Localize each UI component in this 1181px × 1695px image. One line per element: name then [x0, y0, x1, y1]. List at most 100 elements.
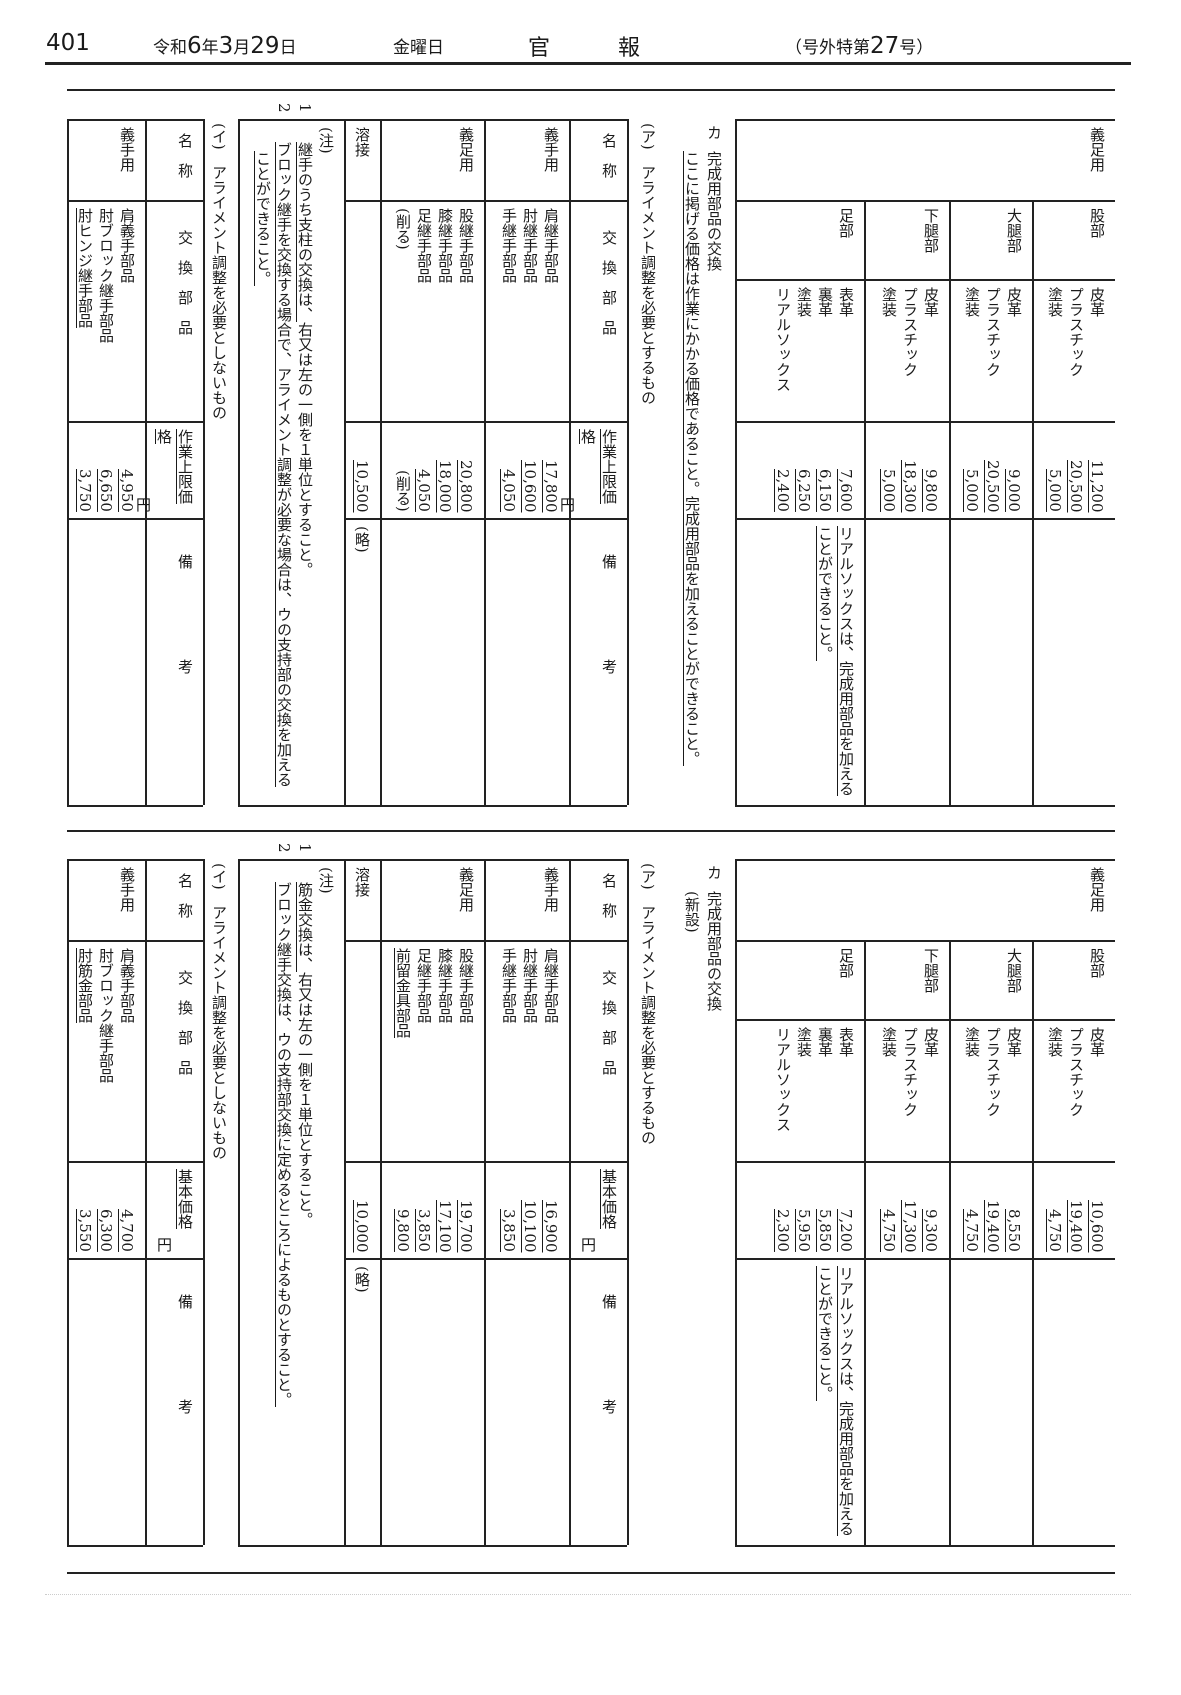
- section-subtext: (新設): [656, 891, 702, 1545]
- body-part: 大腿部: [1005, 208, 1023, 253]
- note-text: ブロック継手を交換する場合で、アライメント調整が必要な場合は、ウの支持部の交換を…: [254, 142, 293, 787]
- subsection-a-text: (ア) アライメント調整を必要とするもの: [639, 123, 657, 405]
- subsection-a-text: (ア) アライメント調整を必要とするもの: [639, 863, 657, 1145]
- header-parts-cell: 交 換 部 品: [569, 200, 627, 421]
- issue-number: （号外特第27号）: [785, 33, 933, 59]
- row-parts-cell: 肩義手部品 肘ブロック継手部品 肘ヒンジ継手部品: [67, 200, 145, 421]
- material: 塗装: [963, 1027, 981, 1057]
- price-cell: 9,000 20,500 5,000: [949, 421, 1032, 518]
- table-rule: [735, 421, 1115, 423]
- body-part-cell: 下腿部: [864, 940, 949, 1019]
- table-rule: [735, 279, 1115, 281]
- price: 10,100: [521, 1199, 539, 1253]
- table-rule: [238, 859, 627, 861]
- table-rule: [1032, 940, 1034, 1545]
- row-name-cell: 溶接: [344, 859, 380, 940]
- note-text: ブロック継手交換は、ウの支持部交換に定めるところによるものとすること。: [275, 882, 293, 1407]
- row-name: 義手用: [118, 867, 136, 912]
- material: 皮革: [1088, 1027, 1106, 1057]
- price: 17,300: [901, 1199, 919, 1253]
- material: 塗装: [963, 287, 981, 317]
- price-cell: 8,550 19,400 4,750: [949, 1161, 1032, 1258]
- exchange-part: 膝継手部品: [436, 948, 454, 1023]
- price-cell: 9,300 17,300 4,750: [864, 1161, 949, 1258]
- section-label-text: カ: [705, 125, 723, 140]
- subsection-b-heading: (イ) アライメント調整を必要としないもの: [205, 123, 229, 805]
- price: 19,400: [1067, 1199, 1085, 1253]
- section-title-text: 完成用部品の交換: [705, 891, 723, 1011]
- gazette-title-2: 報: [618, 36, 641, 61]
- row-name: 義足用: [457, 867, 475, 912]
- row-name-cell: 義手用: [484, 119, 569, 200]
- table-rule: [344, 200, 627, 202]
- price: 3,850: [415, 1209, 433, 1252]
- material: 裏革: [816, 287, 834, 317]
- row-parts-cell: [344, 940, 380, 1161]
- price: (削る): [394, 470, 412, 512]
- exchange-part: (削る): [394, 208, 412, 250]
- header-parts: 交 換 部 品: [600, 230, 618, 335]
- subsection-b-text: (イ) アライメント調整を必要としないもの: [210, 123, 228, 420]
- price: 9,000: [1005, 469, 1023, 512]
- table-rule: [67, 518, 203, 520]
- section-title: 完成用部品の交換: [700, 891, 724, 1545]
- table-rule: [238, 119, 627, 121]
- table-rule: [735, 1258, 1115, 1260]
- row-price-cell: 17,800 10,600 4,050: [484, 421, 569, 518]
- category-name-cell: 義足用: [1032, 859, 1115, 940]
- table-rule: [380, 119, 382, 805]
- table-rule: [145, 119, 147, 805]
- price: 4,050: [415, 469, 433, 512]
- row-name: 義手用: [118, 127, 136, 172]
- exchange-part: 肘継手部品: [521, 948, 539, 1023]
- material: 皮革: [1088, 287, 1106, 317]
- row-name: 義足用: [457, 127, 475, 172]
- price: 16,900: [542, 1199, 560, 1253]
- table-rule: [627, 859, 629, 1545]
- section-title-text: 完成用部品の交換: [705, 151, 723, 271]
- issue-prefix: （号外特第: [785, 38, 870, 58]
- header-price: 基本価格: [600, 1169, 618, 1229]
- note-text: 右又は左の一側を１単位とすること。: [296, 322, 314, 577]
- date-month-unit: 月: [233, 38, 251, 58]
- section-label: カ: [700, 865, 724, 889]
- row-name: 溶接: [353, 127, 371, 157]
- row-name: 義手用: [542, 867, 560, 912]
- date-era: 令和: [153, 38, 187, 58]
- price: 5,000: [880, 469, 898, 512]
- header-remarks-cell: 備 考: [145, 518, 203, 805]
- table-rule: [735, 119, 1115, 121]
- section-subtext-text: (新設): [683, 891, 701, 933]
- table-rule: [344, 1258, 627, 1260]
- notes-label: (注): [317, 127, 335, 154]
- exchange-part: 膝継手部品: [436, 208, 454, 283]
- table-rule: [484, 119, 486, 805]
- row-remark-cell: (略): [344, 518, 380, 805]
- header-parts-cell: 交 換 部 品: [145, 940, 203, 1161]
- header-name: 名 称: [176, 133, 194, 178]
- price: 3,850: [500, 1209, 518, 1252]
- table-rule: [145, 859, 147, 1545]
- price: 18,300: [901, 459, 919, 513]
- price-cell: 9,800 18,300 5,000: [864, 421, 949, 518]
- exchange-part: 肘筋金部品: [76, 948, 94, 1023]
- price: 5,850: [816, 1209, 834, 1252]
- row-name: 溶接: [353, 867, 371, 897]
- table-rule: [203, 119, 205, 805]
- category-name: 義足用: [1088, 127, 1106, 172]
- body-part: 股部: [1088, 208, 1106, 238]
- table-rule: [344, 119, 346, 805]
- notes-label: (注): [317, 867, 335, 894]
- material-cell: 皮革 プラスチック 塗装: [949, 279, 1032, 421]
- section-title: 完成用部品の交換: [700, 151, 724, 805]
- material-cell: 皮革 プラスチック 塗装: [1032, 279, 1115, 421]
- table-rule: [67, 805, 203, 807]
- table-rule: [67, 421, 203, 423]
- remark-cell: リアルソックスは、完成用部品を加えることができること。: [735, 518, 864, 805]
- header-name: 名 称: [600, 133, 618, 178]
- price: 9,800: [922, 469, 940, 512]
- header-remarks-cell: 備 考: [145, 1258, 203, 1545]
- material-cell: 皮革 プラスチック 塗装: [949, 1019, 1032, 1161]
- header-price-cell: 作業上限価格円: [558, 421, 627, 518]
- note-text: 継手のうち支柱の交換は、: [296, 142, 314, 322]
